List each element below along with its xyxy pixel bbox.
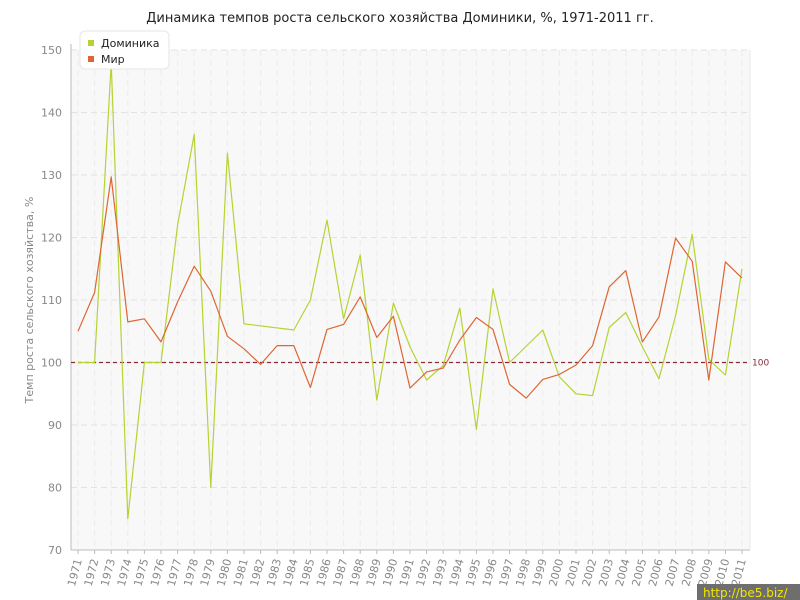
y-tick-label: 110 xyxy=(41,294,62,307)
y-tick-label: 130 xyxy=(41,169,62,182)
legend-box xyxy=(79,30,170,70)
y-axis-label: Темп роста сельского хозяйства, % xyxy=(23,197,36,405)
y-tick-label: 150 xyxy=(41,44,62,57)
legend-swatch-world xyxy=(88,56,94,62)
legend-label-world: Мир xyxy=(101,53,125,66)
y-axis-ticks: 70 80 90 100 110 120 130 140 150 xyxy=(41,44,62,557)
legend: Доминика Мир xyxy=(79,30,170,70)
legend-swatch-dominica xyxy=(88,40,94,46)
series-line-world xyxy=(77,176,743,399)
watermark-background xyxy=(697,584,800,600)
reference-line-group: 100 xyxy=(71,359,769,369)
y-tick-label: 140 xyxy=(41,107,62,120)
grid xyxy=(71,49,750,550)
legend-label-dominica: Доминика xyxy=(101,37,160,50)
y-tick-label: 90 xyxy=(48,419,62,432)
series-lines xyxy=(77,61,743,520)
y-tick-label: 120 xyxy=(41,232,62,245)
y-tick-label: 80 xyxy=(48,482,62,495)
x-tick-label: 2011 xyxy=(729,557,749,587)
series-line-dominica xyxy=(78,61,743,520)
watermark-text: http://be5.biz/ xyxy=(703,586,788,600)
x-axis-ticks: 1971197219731974197519761977197819791980… xyxy=(65,557,749,587)
y-tick-label: 70 xyxy=(48,544,62,557)
y-tick-label: 100 xyxy=(41,357,62,370)
axes xyxy=(70,44,751,554)
chart-title: Динамика темпов роста сельского хозяйств… xyxy=(146,11,654,26)
reference-line-label: 100 xyxy=(752,359,769,369)
watermark: http://be5.biz/ xyxy=(697,584,800,600)
